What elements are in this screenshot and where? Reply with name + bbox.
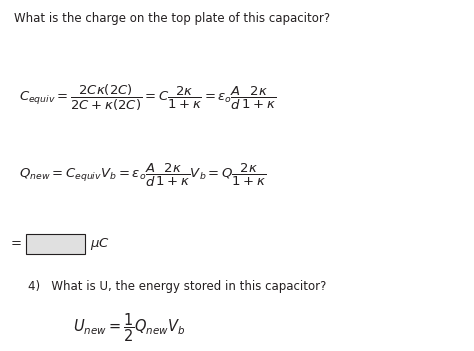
Text: $Q_{new} = C_{equiv}V_b = \varepsilon_o\dfrac{A}{d}\dfrac{2\kappa}{1+\kappa}V_b : $Q_{new} = C_{equiv}V_b = \varepsilon_o\…	[19, 162, 266, 189]
Text: What is the charge on the top plate of this capacitor?: What is the charge on the top plate of t…	[14, 12, 330, 25]
Text: 4)   What is U, the energy stored in this capacitor?: 4) What is U, the energy stored in this …	[28, 279, 327, 293]
Text: $C_{equiv} = \dfrac{2C\kappa(2C)}{2C+\kappa(2C)} = C\dfrac{2\kappa}{1+\kappa} = : $C_{equiv} = \dfrac{2C\kappa(2C)}{2C+\ka…	[19, 83, 276, 113]
Text: $U_{new} = \dfrac{1}{2}Q_{new}V_b$: $U_{new} = \dfrac{1}{2}Q_{new}V_b$	[73, 312, 186, 344]
Text: =: =	[10, 237, 21, 251]
Text: $\mu C$: $\mu C$	[90, 236, 110, 252]
